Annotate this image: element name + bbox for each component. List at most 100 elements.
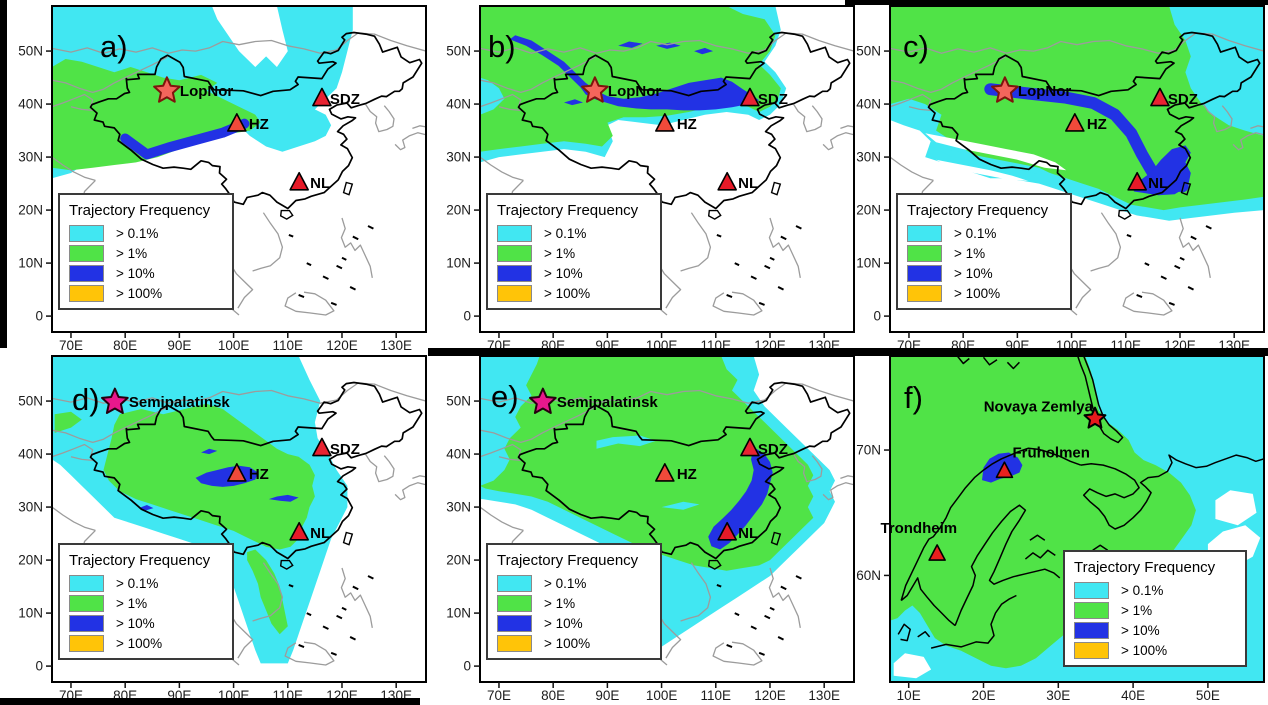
x-tick-label: 110E	[273, 338, 304, 352]
site-marker-nl-triangle	[1127, 171, 1147, 191]
legend-entry-label: > 1%	[116, 595, 148, 611]
region-freq_10	[694, 47, 714, 55]
legend-entry-label: > 100%	[544, 285, 591, 301]
panel-a: 70E 80E 90E 100E 110E 120E 130E 0 10N 20N 30N 40N 50…	[8, 2, 430, 352]
x-tick-label: 50E	[1196, 688, 1220, 702]
region-freq_10	[268, 494, 299, 502]
x-tick-label: 100E	[646, 688, 678, 702]
y-tick-label: 60N	[856, 568, 881, 583]
y-tick-label: 50N	[446, 394, 471, 409]
islet-dash	[298, 643, 305, 648]
y-tick-label: 40N	[446, 447, 471, 462]
region-freq_1	[54, 411, 82, 433]
site-label-hz: HZ	[1087, 116, 1107, 133]
gray-border-line	[340, 567, 373, 629]
legend-swatch-freq_01	[907, 224, 942, 242]
coastline	[956, 356, 970, 365]
y-tick-label: 0	[35, 659, 43, 674]
site-label-sdz: SDZ	[758, 91, 788, 108]
map-frame	[479, 355, 855, 683]
gray-border-line	[365, 454, 395, 483]
islet-dash	[298, 293, 305, 298]
islet-dash	[764, 264, 771, 270]
site-label-semipalatinsk: Semipalatinsk	[557, 394, 659, 411]
islet-dash	[780, 585, 787, 591]
legend-entry: > 1%	[69, 594, 222, 612]
china-border	[517, 381, 851, 560]
region-freq_01	[661, 501, 700, 510]
panel-e: 70E 80E 90E 100E 110E 120E 130E 0 10N 20N 30N 40N 50…	[436, 352, 858, 702]
coastline	[1080, 454, 1264, 530]
site-marker-semipalatinsk-star	[529, 387, 557, 414]
map-e: 70E 80E 90E 100E 110E 120E 130E 0 10N 20N 30N 40N 50…	[446, 355, 855, 702]
islet-dash	[1136, 293, 1143, 298]
site-marker-nl-triangle	[717, 171, 737, 191]
panel-f: 10E 20E 30E 40E 50E 60N 70N f) Novaya Zemlya Fruh…	[846, 352, 1268, 702]
site-marker-nl-triangle	[717, 521, 737, 541]
gray-border-line	[365, 104, 395, 133]
region-freq_1	[52, 59, 261, 171]
island-outline	[707, 559, 722, 570]
legend-entry: > 0.1%	[69, 574, 222, 592]
legend-a: Trajectory Frequency > 0.1% > 1% > 10% > 100…	[58, 193, 234, 310]
legend-entry: > 1%	[1074, 601, 1235, 619]
gray-border-line	[840, 125, 854, 130]
site-marker-novaya_zemlya-star	[1083, 406, 1107, 429]
legend-entry-label: > 100%	[544, 635, 591, 651]
panel-b: 70E 80E 90E 100E 110E 120E 130E 0 10N 20N 30N 40N 50…	[436, 2, 858, 352]
map-frame	[51, 5, 427, 333]
map-frame	[51, 355, 427, 683]
coastline	[1076, 356, 1124, 444]
site-label-novaya_zemlya: Novaya Zemlya	[984, 399, 1094, 416]
legend-entry: > 0.1%	[497, 224, 650, 242]
site-label-sdz: SDZ	[330, 441, 360, 458]
legend-entry: > 100%	[69, 634, 222, 652]
panel-letter-c: c)	[903, 29, 929, 64]
gray-border-line	[284, 291, 335, 316]
islet-dash	[1174, 264, 1181, 270]
island-outline	[279, 209, 294, 220]
legend-entry-label: > 100%	[1121, 642, 1168, 658]
region-white	[1215, 490, 1257, 526]
site-marker-hz-triangle	[655, 463, 675, 482]
islet-dash	[352, 235, 359, 241]
region-freq_10	[509, 35, 760, 111]
islet-dash	[726, 643, 733, 648]
legend-entry: > 10%	[1074, 621, 1235, 639]
site-marker-semipalatinsk-star	[101, 387, 129, 414]
islet-dash	[352, 585, 359, 591]
legend-swatch-freq_1	[1074, 601, 1109, 619]
site-marker-lopnor-star	[991, 76, 1019, 103]
gray-border-line	[340, 217, 373, 279]
islet-dash	[795, 575, 802, 580]
y-tick-label: 30N	[18, 150, 43, 165]
y-tick-label: 50N	[18, 394, 43, 409]
islet-dash	[769, 256, 775, 261]
site-label-nl: NL	[310, 175, 330, 192]
region-freq_01	[480, 77, 505, 115]
gray-border-line	[768, 217, 801, 279]
legend-entry-label: > 10%	[544, 615, 583, 631]
gray-border-line	[890, 93, 932, 108]
islet-dash	[758, 651, 765, 656]
separator-bar	[428, 348, 1268, 356]
legend-entry: > 1%	[497, 244, 650, 262]
legend-swatch-freq_1	[69, 594, 104, 612]
legend-swatch-freq_01	[69, 224, 104, 242]
legend-entry-label: > 10%	[116, 265, 155, 281]
legend-swatch-freq_01	[497, 224, 532, 242]
islet-dash	[336, 264, 343, 270]
y-tick-label: 20N	[18, 553, 43, 568]
x-tick-label: 90E	[167, 338, 191, 352]
gray-border-line	[680, 562, 712, 622]
x-tick-label: 80E	[541, 688, 565, 702]
islet-dash	[288, 584, 294, 588]
y-tick-label: 30N	[18, 500, 43, 515]
china-border	[927, 31, 1261, 210]
islet-dash	[288, 234, 294, 238]
y-tick-label: 40N	[446, 97, 471, 112]
legend-swatch-freq_1	[497, 244, 532, 262]
legend-entry: > 100%	[69, 284, 222, 302]
gray-border-line	[252, 212, 284, 272]
map-c: 70E 80E 90E 100E 110E 120E 130E010N20N30N40N50…	[856, 5, 1265, 352]
